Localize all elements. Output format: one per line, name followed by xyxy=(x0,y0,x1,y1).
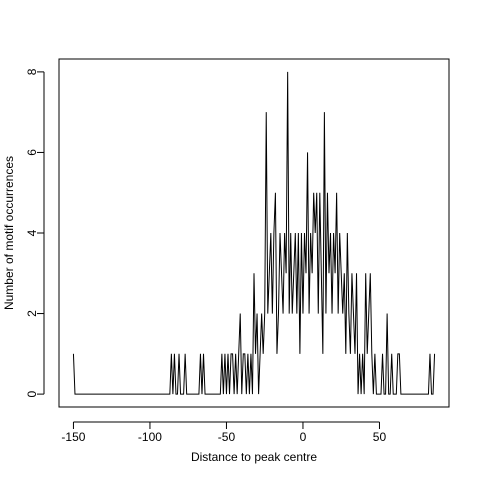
x-tick-label: -150 xyxy=(61,430,85,444)
y-tick-label: 0 xyxy=(25,390,39,397)
plot-box xyxy=(58,58,450,408)
y-tick-label: 4 xyxy=(25,229,39,236)
x-tick-label: 50 xyxy=(373,430,387,444)
x-axis-label: Distance to peak centre xyxy=(191,450,317,464)
y-tick-label: 2 xyxy=(25,310,39,317)
x-tick-label: 0 xyxy=(300,430,307,444)
y-tick-label: 8 xyxy=(25,68,39,75)
y-tick-label: 6 xyxy=(25,149,39,156)
x-tick-label: -50 xyxy=(218,430,236,444)
y-axis-label: Number of motif occurrences xyxy=(2,156,16,310)
data-line xyxy=(72,71,436,395)
x-tick-label: -100 xyxy=(138,430,162,444)
